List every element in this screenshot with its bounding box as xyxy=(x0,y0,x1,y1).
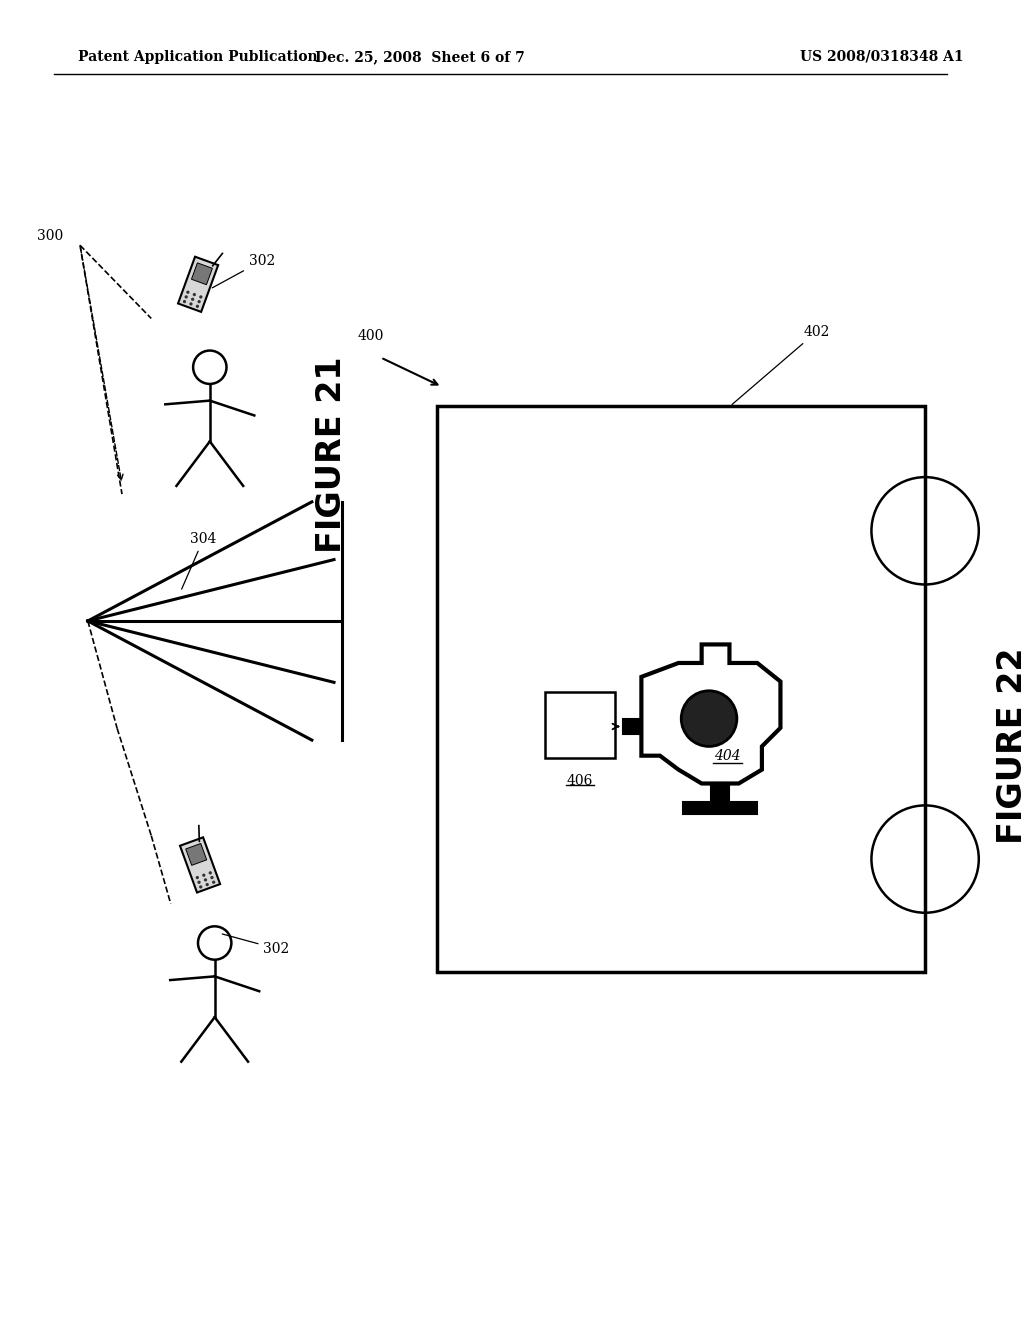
Circle shape xyxy=(184,296,187,298)
Circle shape xyxy=(212,880,215,884)
Circle shape xyxy=(196,305,199,308)
Text: FIGURE 21: FIGURE 21 xyxy=(315,356,348,553)
Text: US 2008/0318348 A1: US 2008/0318348 A1 xyxy=(800,50,964,63)
Circle shape xyxy=(202,874,206,876)
Text: 400: 400 xyxy=(357,329,384,343)
Bar xyxy=(545,692,615,758)
Circle shape xyxy=(200,296,203,298)
Circle shape xyxy=(206,883,209,886)
Text: 402: 402 xyxy=(732,325,829,404)
Polygon shape xyxy=(185,843,207,866)
Polygon shape xyxy=(711,784,729,803)
Circle shape xyxy=(191,297,195,301)
Circle shape xyxy=(681,690,737,746)
Polygon shape xyxy=(178,256,218,312)
Text: 300: 300 xyxy=(37,228,63,243)
Circle shape xyxy=(183,300,186,304)
Circle shape xyxy=(193,293,196,296)
Circle shape xyxy=(199,886,203,888)
Text: FIGURE 22: FIGURE 22 xyxy=(996,648,1024,843)
Polygon shape xyxy=(641,644,780,784)
Text: 404: 404 xyxy=(715,748,741,763)
Circle shape xyxy=(189,302,193,305)
Text: 302: 302 xyxy=(222,935,290,956)
Text: 406: 406 xyxy=(566,774,593,788)
Circle shape xyxy=(209,871,212,875)
Polygon shape xyxy=(623,718,641,734)
Text: Patent Application Publication: Patent Application Publication xyxy=(78,50,317,63)
Circle shape xyxy=(198,880,201,884)
Polygon shape xyxy=(180,837,220,892)
Circle shape xyxy=(198,300,201,304)
Bar xyxy=(437,407,925,973)
Polygon shape xyxy=(191,263,212,285)
Circle shape xyxy=(204,878,207,882)
Text: 302: 302 xyxy=(212,253,275,288)
Polygon shape xyxy=(683,803,758,814)
Circle shape xyxy=(210,876,214,879)
Text: 304: 304 xyxy=(181,532,217,589)
Text: Dec. 25, 2008  Sheet 6 of 7: Dec. 25, 2008 Sheet 6 of 7 xyxy=(314,50,524,63)
Circle shape xyxy=(186,290,189,294)
Circle shape xyxy=(196,876,199,879)
